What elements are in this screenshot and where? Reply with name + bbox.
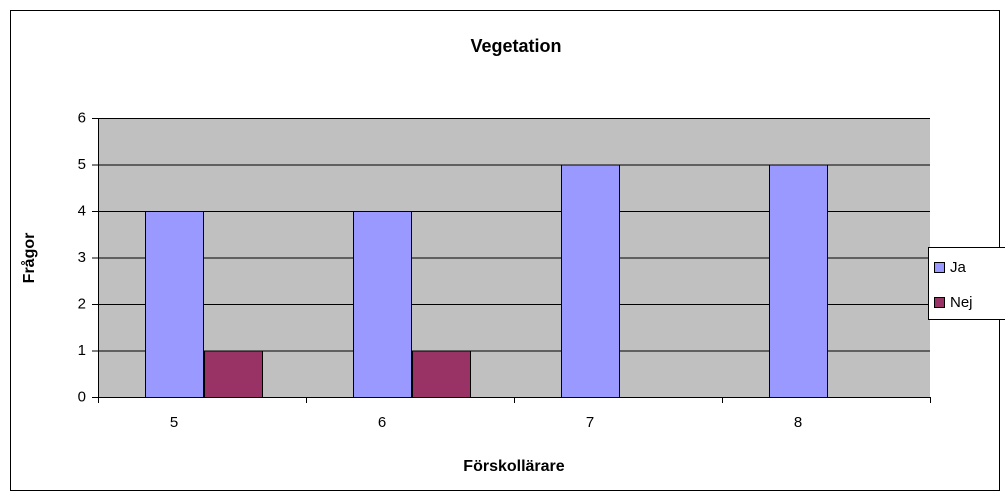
x-tick-label: 6 bbox=[378, 414, 386, 431]
y-tick-label: 2 bbox=[78, 295, 86, 312]
y-tick-label: 5 bbox=[78, 156, 86, 173]
y-tick-label: 6 bbox=[78, 109, 86, 126]
x-tick-label: 5 bbox=[170, 414, 178, 431]
chart-title: Vegetation bbox=[470, 36, 561, 56]
legend-swatch bbox=[934, 297, 945, 308]
legend-label: Ja bbox=[950, 259, 967, 276]
x-tick-label: 8 bbox=[794, 414, 802, 431]
legend-swatch bbox=[934, 262, 945, 273]
x-axis-label: Förskollärare bbox=[463, 458, 564, 475]
legend-label: Nej bbox=[950, 294, 973, 311]
y-tick-label: 3 bbox=[78, 249, 86, 266]
bar bbox=[769, 164, 828, 398]
bar bbox=[561, 164, 620, 398]
bar bbox=[412, 350, 471, 398]
x-tick-label: 7 bbox=[586, 414, 594, 431]
y-tick-label: 4 bbox=[78, 202, 86, 219]
y-axis-label: Frågor bbox=[20, 233, 38, 284]
bar bbox=[353, 211, 412, 398]
bar bbox=[145, 211, 204, 398]
bar bbox=[204, 350, 263, 398]
y-tick-label: 0 bbox=[78, 388, 86, 405]
y-tick-label: 1 bbox=[78, 342, 86, 359]
